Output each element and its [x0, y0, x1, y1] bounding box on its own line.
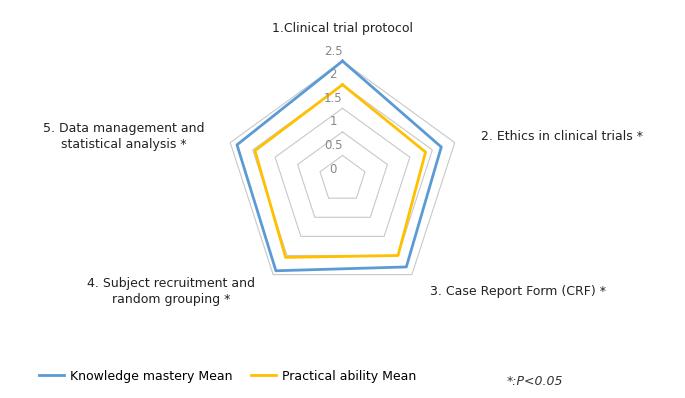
Text: 2.5: 2.5: [324, 45, 342, 58]
Text: 2: 2: [329, 68, 337, 81]
Text: 1: 1: [329, 115, 337, 128]
Text: 0.5: 0.5: [324, 139, 342, 152]
Legend: Knowledge mastery Mean, Practical ability Mean: Knowledge mastery Mean, Practical abilit…: [34, 365, 422, 388]
Text: 1.5: 1.5: [324, 92, 342, 105]
Text: 3. Case Report Form (CRF) *: 3. Case Report Form (CRF) *: [430, 285, 606, 298]
Text: *:P<0.05: *:P<0.05: [507, 375, 563, 388]
Text: 2. Ethics in clinical trials *: 2. Ethics in clinical trials *: [481, 130, 643, 142]
Text: 4. Subject recruitment and
random grouping *: 4. Subject recruitment and random groupi…: [87, 277, 255, 306]
Text: 1.Clinical trial protocol: 1.Clinical trial protocol: [272, 22, 413, 35]
Text: 0: 0: [329, 162, 337, 176]
Text: 5. Data management and
statistical analysis *: 5. Data management and statistical analy…: [42, 121, 204, 150]
